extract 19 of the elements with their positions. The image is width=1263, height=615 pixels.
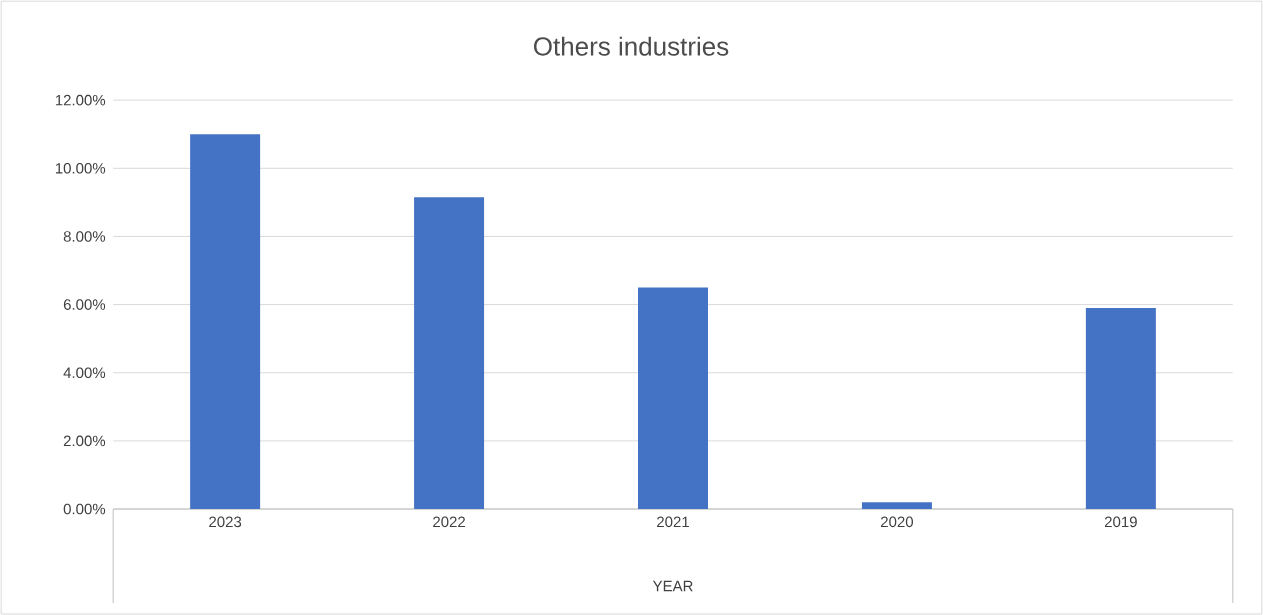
x-tick-label: 2020 bbox=[881, 516, 914, 528]
y-tick-label: 0.00% bbox=[63, 503, 106, 515]
y-tick-label: 6.00% bbox=[63, 299, 106, 310]
bar bbox=[414, 197, 485, 509]
y-tick-label: 12.00% bbox=[55, 94, 106, 106]
bar bbox=[861, 502, 932, 509]
y-tick-label: 10.00% bbox=[55, 162, 106, 174]
x-tick-label: 2023 bbox=[209, 516, 242, 528]
y-tick-label: 4.00% bbox=[63, 367, 106, 378]
x-axis-title: YEAR bbox=[652, 580, 693, 592]
x-tick-label: 2022 bbox=[433, 516, 465, 528]
x-tick-label: 2021 bbox=[657, 516, 689, 528]
y-tick-label: 8.00% bbox=[63, 231, 106, 242]
chart-title: Others industries bbox=[534, 36, 729, 56]
bar bbox=[190, 134, 261, 509]
bar bbox=[1085, 307, 1156, 509]
bar bbox=[638, 287, 708, 509]
x-tick-label: 2019 bbox=[1104, 516, 1137, 528]
y-tick-label: 2.00% bbox=[63, 435, 106, 447]
